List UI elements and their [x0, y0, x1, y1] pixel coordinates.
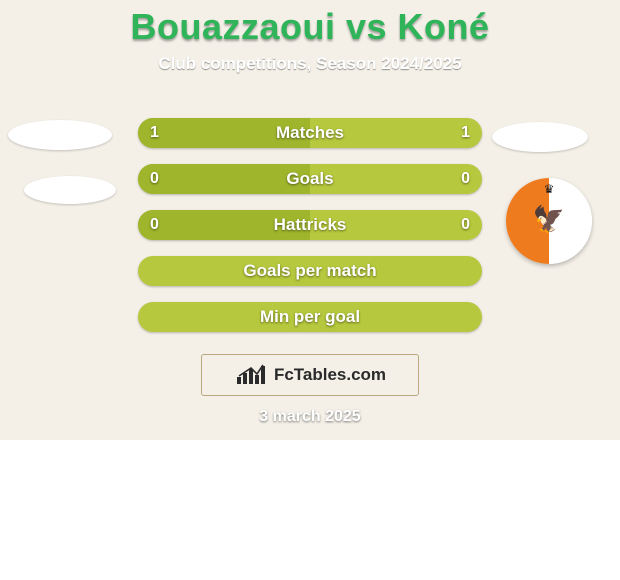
player2-silhouette — [492, 122, 588, 152]
player2-club-crest: ♛ 🦅 — [506, 178, 592, 264]
page-subtitle: Club competitions, Season 2024/2025 — [0, 54, 620, 74]
bar-chart-icon — [234, 363, 270, 387]
bar-label: Matches — [138, 118, 482, 148]
stat-bar: Matches1 1 — [138, 118, 482, 148]
bar-value-left: 0 — [150, 164, 159, 194]
player1-silhouette-2 — [24, 176, 116, 204]
bar-value-right: 0 — [461, 210, 470, 240]
brand-attribution: FcTables.com — [201, 354, 419, 396]
crown-icon: ♛ — [544, 182, 555, 196]
stat-bar: Hattricks0 0 — [138, 210, 482, 240]
stat-bar: Goals0 0 — [138, 164, 482, 194]
bar-label: Hattricks — [138, 210, 482, 240]
bar-label: Min per goal — [138, 302, 482, 332]
eagle-icon: 🦅 — [533, 206, 565, 232]
bar-label: Goals per match — [138, 256, 482, 286]
infographic-canvas: Bouazzaoui vs Koné Club competitions, Se… — [0, 0, 620, 440]
bar-value-left: 1 — [150, 118, 159, 148]
stat-bar: Min per goal — [138, 302, 482, 332]
bar-value-right: 0 — [461, 164, 470, 194]
bar-value-right: 1 — [461, 118, 470, 148]
player1-silhouette-1 — [8, 120, 112, 150]
page-title: Bouazzaoui vs Koné — [0, 0, 620, 48]
stat-bar: Goals per match — [138, 256, 482, 286]
bar-label: Goals — [138, 164, 482, 194]
bar-value-left: 0 — [150, 210, 159, 240]
infographic-date: 3 march 2025 — [0, 408, 620, 426]
brand-text: FcTables.com — [274, 365, 386, 385]
